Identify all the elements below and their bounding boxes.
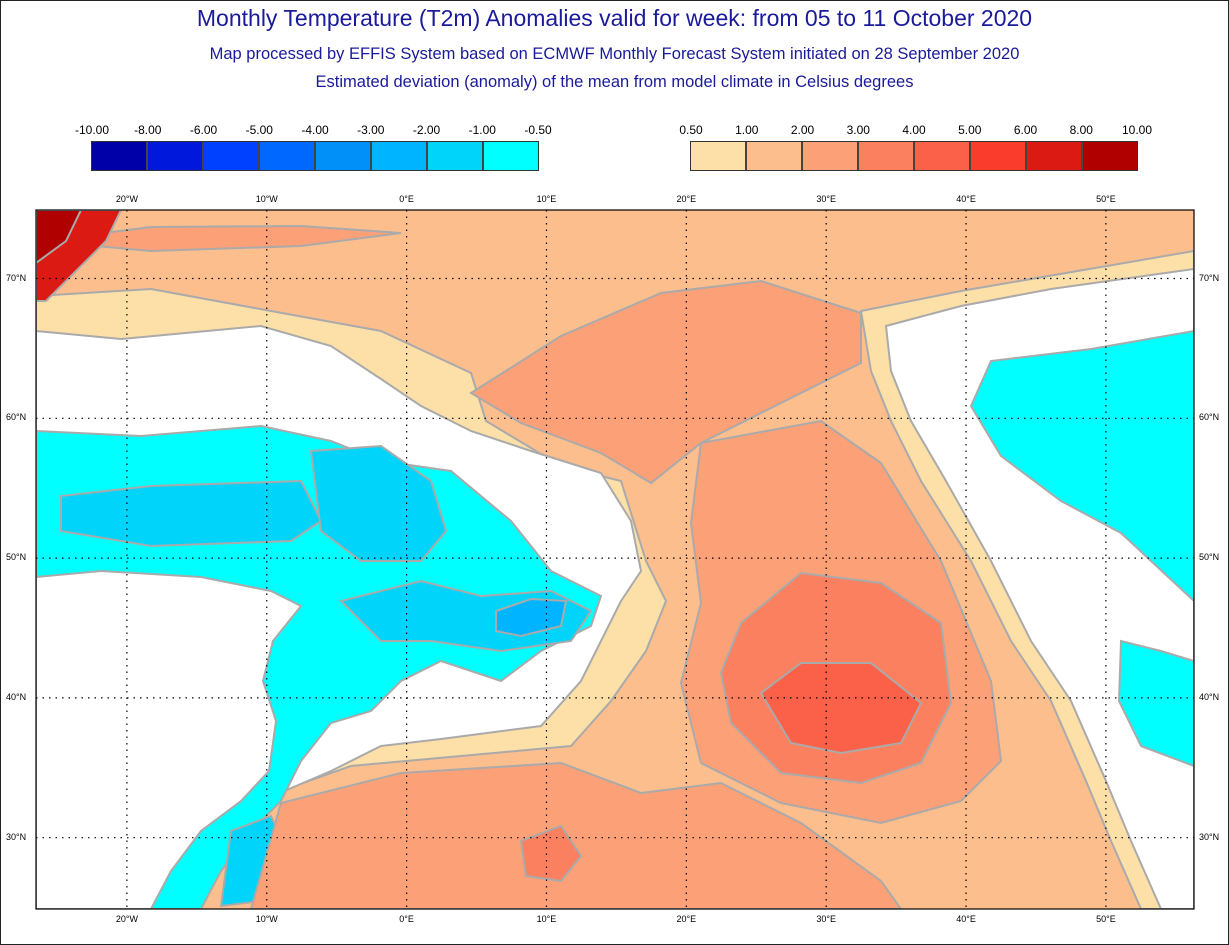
legend-label: 0.50: [679, 123, 703, 137]
map-border: [35, 209, 1195, 910]
legend-label: 1.00: [735, 123, 759, 137]
legend-swatch: [747, 142, 803, 170]
legend-label: 2.00: [790, 123, 815, 137]
legend-label: -4.00: [301, 123, 329, 137]
axis-tick-label: 20°W: [115, 194, 138, 204]
anomaly-8-10-region: [36, 210, 83, 265]
axis-tick-label: 10°E: [536, 194, 557, 204]
legend-swatch: [803, 142, 859, 170]
legend-swatch: [859, 142, 915, 170]
axis-tick-label: 10°E: [536, 914, 557, 924]
legend-label: -0.50: [524, 123, 552, 137]
axis-tick-label: 60°N: [6, 412, 27, 423]
legend-label: -8.00: [134, 123, 162, 137]
axis-tick-label: 30°E: [816, 914, 836, 924]
axis-tick-label: 10°W: [255, 194, 278, 204]
legend-label: -5.00: [245, 123, 273, 137]
legend-label: -3.00: [357, 123, 385, 137]
legend-label: 8.00: [1069, 123, 1093, 137]
map-title: Monthly Temperature (T2m) Anomalies vali…: [196, 5, 1033, 31]
legend-swatch: [316, 142, 372, 170]
map-description: Estimated deviation (anomaly) of the mea…: [315, 73, 914, 91]
axis-tick-label: 50°N: [6, 552, 27, 563]
legend-positive: [690, 141, 1138, 171]
axis-tick-label: 50°E: [1096, 914, 1116, 924]
anomaly-neg1-neg2-region: [60, 479, 323, 548]
map-subtitle: Map processed by EFFIS System based on E…: [209, 45, 1020, 63]
legend-swatch: [915, 142, 971, 170]
axis-tick-label: 60°N: [1199, 412, 1220, 423]
legend-negative: [91, 141, 539, 171]
legend-label: 5.00: [958, 123, 982, 137]
legend-label: 10.00: [1121, 123, 1153, 137]
legend-swatch: [148, 142, 204, 170]
anomaly-neg0.5-neg1-region: [1117, 639, 1194, 768]
legend-swatch: [428, 142, 484, 170]
legend-label: -1.00: [468, 123, 496, 137]
axis-tick-label: 20°E: [676, 194, 697, 204]
axis-tick-label: 30°E: [816, 194, 836, 204]
legend-swatch: [260, 142, 316, 170]
legend-label: -6.00: [189, 123, 218, 137]
axis-tick-label: 40°E: [956, 914, 976, 924]
anomaly-3-4-region: [519, 824, 583, 883]
anomaly-2-3-region: [469, 279, 862, 485]
axis-tick-label: 40°E: [956, 194, 976, 204]
legend-label: 4.00: [902, 123, 926, 137]
axis-tick-label: 10°W: [255, 914, 278, 924]
axis-tick-label: 0°E: [399, 914, 414, 924]
legend-label: -2.00: [412, 123, 441, 137]
anomaly-2-3-region: [40, 224, 402, 253]
anomaly-neg0.5-neg1-region: [969, 329, 1194, 603]
axis-tick-label: 70°N: [1199, 272, 1220, 283]
anomaly-neg1-neg2-region: [309, 444, 448, 562]
axis-tick-label: 40°N: [1199, 691, 1220, 702]
legend-swatch: [484, 142, 538, 170]
legend-swatch: [1027, 142, 1083, 170]
axis-tick-label: 20°W: [115, 914, 138, 924]
axis-tick-label: 50°E: [1096, 194, 1116, 204]
anomaly-neg0.5-neg1-region: [36, 424, 603, 909]
legend-swatch: [372, 142, 428, 170]
legend-label: 3.00: [846, 123, 870, 137]
axis-tick-label: 20°E: [676, 914, 697, 924]
anomaly-4-5-region: [759, 662, 923, 755]
legend-swatch: [1083, 142, 1137, 170]
axis-tick-label: 30°N: [6, 831, 27, 842]
anomaly-2-3-region: [249, 761, 903, 909]
legend-label: 6.00: [1013, 123, 1038, 137]
axis-tick-label: 40°N: [6, 691, 27, 702]
legend-swatch: [204, 142, 260, 170]
axis-tick-label: 50°N: [1199, 552, 1220, 563]
legend-swatch: [691, 142, 747, 170]
legend-label: -10.00: [74, 123, 110, 137]
legend-swatch: [92, 142, 148, 170]
legend-swatch: [971, 142, 1027, 170]
axis-tick-label: 0°E: [399, 194, 414, 204]
axis-tick-label: 70°N: [6, 272, 27, 283]
anomaly-neg2-neg3-region: [495, 597, 568, 638]
graticule: [36, 210, 1194, 909]
axis-tick-label: 30°N: [1199, 831, 1220, 842]
